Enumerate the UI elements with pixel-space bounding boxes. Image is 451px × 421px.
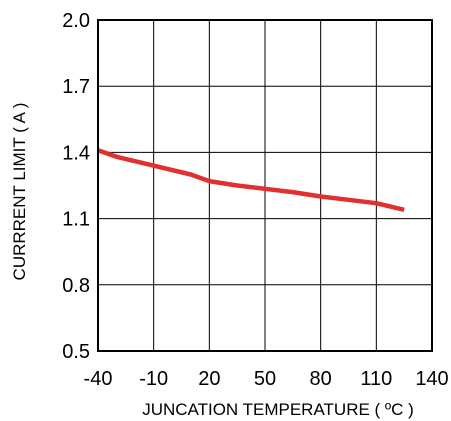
- series-layer: [98, 150, 404, 210]
- y-tick-label: 1.4: [62, 142, 90, 164]
- x-tick-label: 110: [360, 368, 392, 390]
- x-tick-label: 140: [415, 368, 448, 390]
- y-tick-label: 1.1: [62, 209, 90, 231]
- x-tick-label: -40: [84, 368, 113, 390]
- y-tick-label: 0.8: [62, 275, 90, 297]
- y-axis-tick-labels: 0.5 0.8 1.1 1.4 1.7 2.0: [62, 10, 90, 363]
- y-tick-label: 2.0: [62, 10, 90, 32]
- y-tick-label: 1.7: [62, 76, 90, 98]
- x-axis-tick-labels: -40 -10 20 50 80 110 140: [84, 368, 449, 390]
- x-tick-label: 20: [198, 368, 220, 390]
- x-tick-label: 80: [310, 368, 332, 390]
- series-line: [98, 150, 404, 210]
- grid: [98, 20, 432, 351]
- y-axis-title: CURRRENT LIMIT ( A ): [10, 103, 29, 281]
- x-tick-label: -10: [139, 368, 168, 390]
- x-axis-title: JUNCATION TEMPERATURE ( ºC ): [142, 400, 414, 419]
- y-tick-label: 0.5: [62, 341, 90, 363]
- x-tick-label: 50: [254, 368, 276, 390]
